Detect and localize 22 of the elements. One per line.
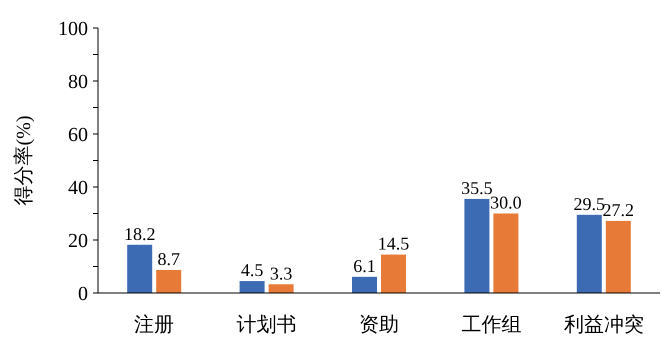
y-tick-label: 40 bbox=[68, 177, 88, 199]
data-label: 29.5 bbox=[574, 194, 606, 214]
y-tick-label: 0 bbox=[78, 283, 88, 305]
data-label: 30.0 bbox=[490, 192, 522, 212]
data-label: 18.2 bbox=[124, 224, 156, 244]
y-tick-label: 60 bbox=[68, 124, 88, 146]
data-label: 27.2 bbox=[602, 200, 634, 220]
y-tick-label: 20 bbox=[68, 230, 88, 252]
y-axis-title: 得分率(%) bbox=[13, 116, 35, 206]
x-tick-label: 计划书 bbox=[236, 314, 297, 336]
y-tick-label: 100 bbox=[58, 18, 88, 40]
data-label: 8.7 bbox=[157, 248, 180, 269]
data-label: 6.1 bbox=[353, 256, 376, 276]
data-label: 14.5 bbox=[378, 234, 410, 254]
data-label: 4.5 bbox=[240, 260, 264, 280]
data-label: 35.5 bbox=[461, 178, 493, 198]
x-tick-label: 资助 bbox=[359, 314, 399, 336]
data-label: 3.3 bbox=[270, 263, 292, 284]
x-tick-label: 利益冲突 bbox=[564, 314, 644, 336]
x-tick-label: 工作组 bbox=[461, 314, 522, 336]
y-tick-label: 80 bbox=[68, 71, 88, 93]
x-tick-label: 注册 bbox=[134, 314, 174, 336]
